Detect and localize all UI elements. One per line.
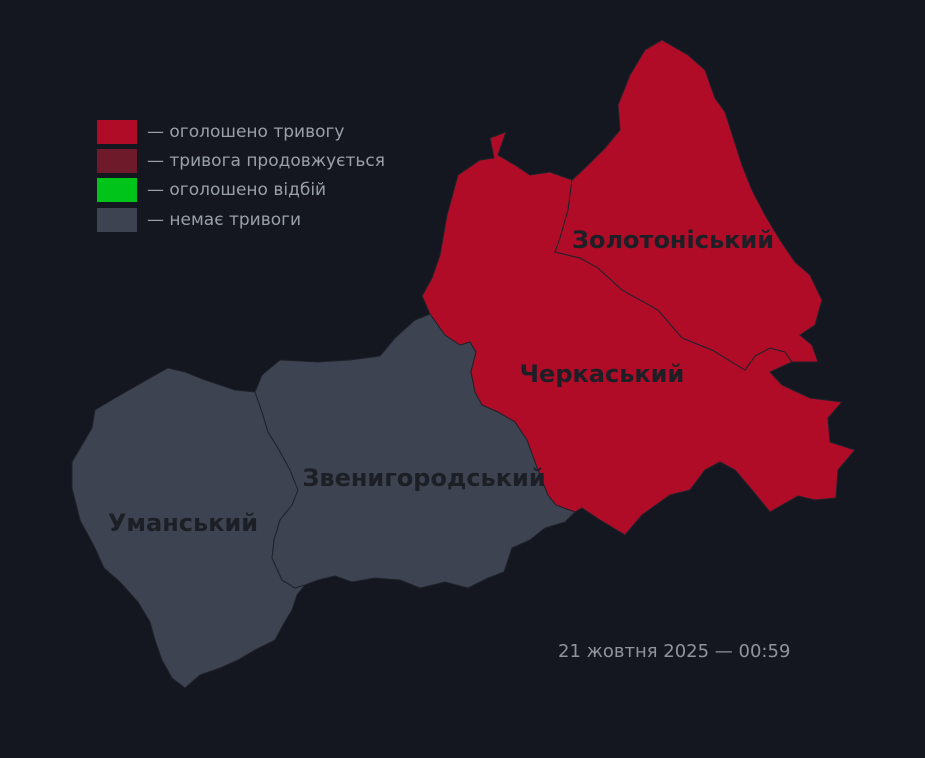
timestamp: 21 жовтня 2025 — 00:59 [558, 641, 791, 662]
district-label-zvenyhorodsky: Звенигородський [302, 464, 545, 492]
legend-swatch-all-clear [97, 178, 137, 203]
district-zolotonisky[interactable] [554, 39, 823, 371]
legend-label-alert-continues: — тривога продовжується [147, 150, 385, 171]
district-label-zolotonisky: Золотоніський [572, 226, 774, 254]
legend-item-all-clear: — оголошено відбій [97, 176, 385, 205]
legend-label-no-alert: — немає тривоги [147, 209, 302, 230]
district-cherkasky[interactable] [421, 131, 856, 536]
district-label-cherkasky: Черкаський [520, 360, 685, 388]
legend-label-all-clear: — оголошено відбій [147, 180, 327, 201]
map-legend: — оголошено тривогу — тривога продовжуєт… [97, 117, 385, 234]
legend-item-alert: — оголошено тривогу [97, 117, 385, 146]
legend-swatch-alert [97, 119, 137, 144]
legend-item-alert-continues: — тривога продовжується [97, 146, 385, 175]
legend-label-alert: — оголошено тривогу [147, 121, 345, 142]
legend-swatch-alert-continues [97, 148, 137, 173]
legend-item-no-alert: — немає тривоги [97, 205, 385, 234]
district-label-umansky: Уманський [108, 509, 258, 537]
legend-swatch-no-alert [97, 207, 137, 232]
